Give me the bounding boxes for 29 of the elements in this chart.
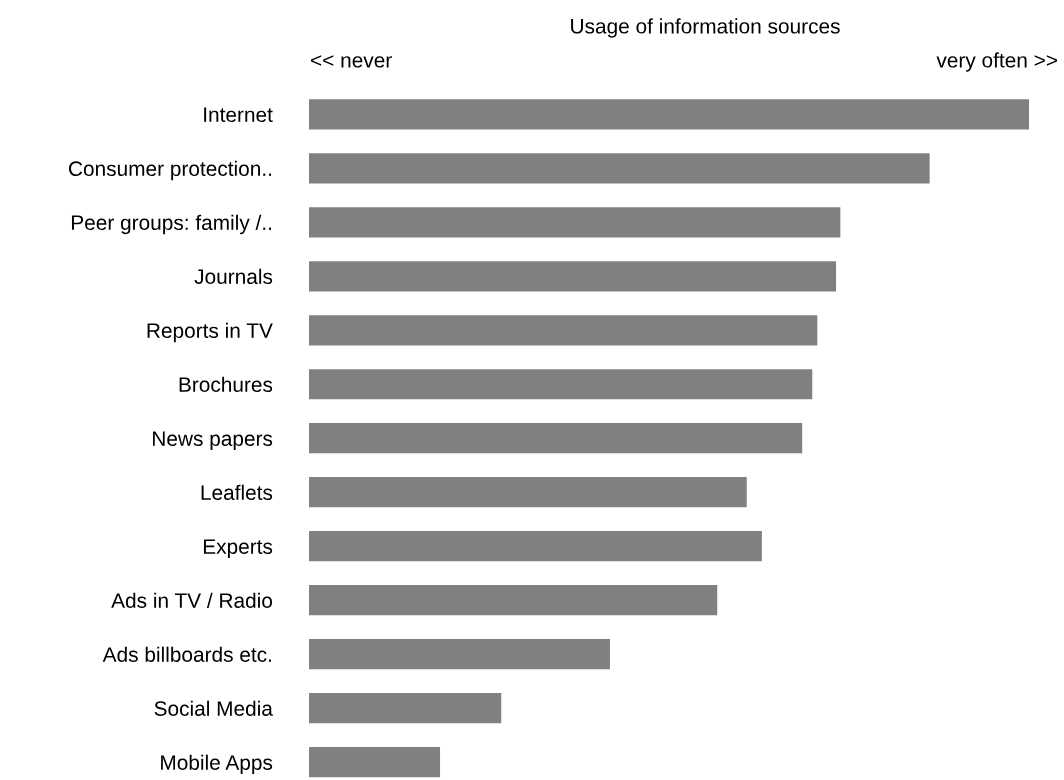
y-tick-label: Brochures bbox=[179, 376, 273, 392]
y-tick-label: Social Media bbox=[154, 700, 273, 716]
y-tick-label: Internet bbox=[204, 107, 273, 123]
y-tick-label: Journals bbox=[194, 268, 273, 285]
bar bbox=[309, 315, 818, 346]
y-tick-label: Reports in TV bbox=[147, 322, 273, 343]
y-tick-label: Mobile Apps bbox=[161, 754, 273, 775]
bar bbox=[309, 639, 610, 670]
bar bbox=[309, 477, 747, 508]
chart-title: Usage of information sources bbox=[571, 18, 840, 38]
bar bbox=[309, 693, 502, 724]
bar bbox=[309, 531, 762, 562]
y-tick-label: Consumer protection.. bbox=[69, 160, 271, 181]
bar bbox=[309, 585, 718, 616]
bar bbox=[309, 747, 441, 778]
y-tick-label: Peer groups: family /.. bbox=[71, 214, 271, 235]
bar bbox=[309, 261, 837, 292]
y-tick-label: Ads billboards etc. bbox=[102, 646, 271, 662]
y-tick-label: News papers bbox=[153, 431, 273, 451]
y-tick-label: Experts bbox=[203, 539, 273, 559]
text: very often >> bbox=[936, 52, 1057, 72]
bar bbox=[309, 99, 1029, 130]
bar bbox=[309, 369, 813, 400]
y-tick-label: Leaflets bbox=[201, 484, 273, 500]
bar bbox=[309, 207, 841, 238]
bar bbox=[309, 423, 803, 454]
text: << never bbox=[311, 55, 392, 68]
bar bbox=[309, 153, 930, 184]
y-tick-label: Ads in TV / Radio bbox=[111, 592, 273, 608]
